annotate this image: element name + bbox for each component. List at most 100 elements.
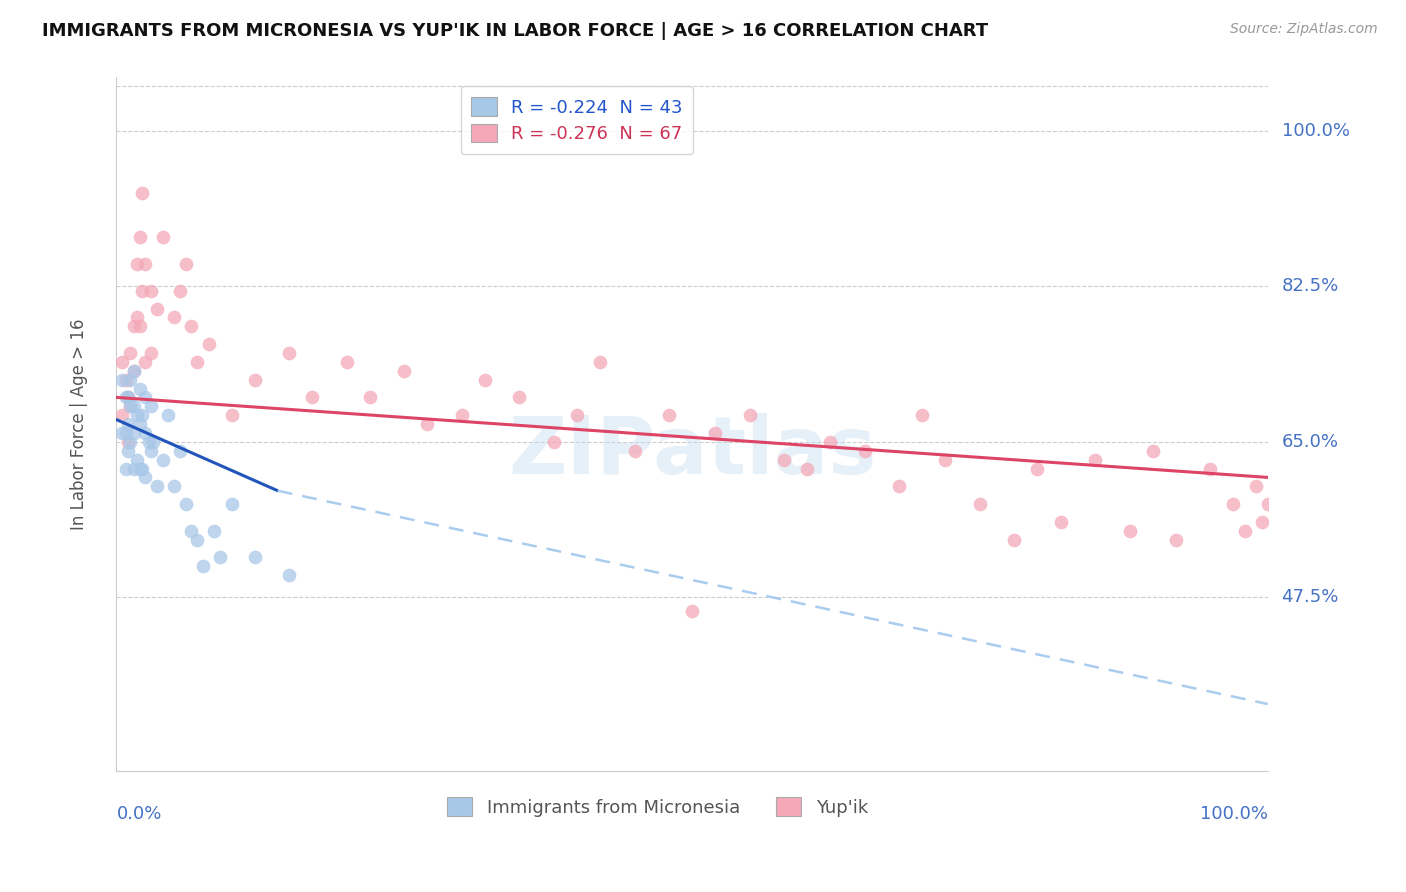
Text: IMMIGRANTS FROM MICRONESIA VS YUP'IK IN LABOR FORCE | AGE > 16 CORRELATION CHART: IMMIGRANTS FROM MICRONESIA VS YUP'IK IN … [42, 22, 988, 40]
Point [174, 497, 197, 511]
Text: 0.0%: 0.0% [117, 805, 162, 823]
Point [508, 391, 530, 405]
Point [134, 391, 156, 405]
Point [1257, 497, 1279, 511]
Point [169, 284, 191, 298]
Point [543, 434, 565, 449]
Point [127, 310, 149, 325]
Point [416, 417, 439, 431]
Point [738, 408, 761, 422]
Point [278, 568, 301, 582]
Point [111, 355, 134, 369]
Point [1244, 479, 1267, 493]
Point [117, 443, 139, 458]
Point [163, 310, 186, 325]
Point [1049, 515, 1071, 529]
Point [180, 319, 202, 334]
Text: 100.0%: 100.0% [1199, 805, 1268, 823]
Point [111, 373, 134, 387]
Point [139, 346, 162, 360]
Point [359, 391, 381, 405]
Point [114, 391, 136, 405]
Point [623, 443, 645, 458]
Point [134, 355, 156, 369]
Point [704, 425, 727, 440]
Point [134, 470, 156, 484]
Text: ZIPatlas: ZIPatlas [508, 413, 876, 491]
Text: 47.5%: 47.5% [1281, 589, 1339, 607]
Text: 65.0%: 65.0% [1281, 433, 1339, 450]
Point [773, 452, 796, 467]
Point [278, 346, 301, 360]
Point [1004, 533, 1026, 547]
Point [134, 257, 156, 271]
Point [146, 479, 169, 493]
Point [1222, 497, 1244, 511]
Point [128, 417, 150, 431]
Point [474, 373, 496, 387]
Point [221, 497, 243, 511]
Point [117, 417, 139, 431]
Point [1084, 452, 1107, 467]
Point [186, 355, 208, 369]
Point [128, 382, 150, 396]
Point [1164, 533, 1187, 547]
Point [197, 337, 219, 351]
Text: In Labor Force | Age > 16: In Labor Force | Age > 16 [70, 318, 87, 530]
Point [114, 461, 136, 475]
Point [122, 364, 145, 378]
Point [186, 533, 208, 547]
Point [120, 346, 142, 360]
Point [209, 550, 232, 565]
Point [163, 479, 186, 493]
Point [681, 604, 703, 618]
Point [853, 443, 876, 458]
Point [139, 284, 162, 298]
Point [180, 524, 202, 538]
Point [117, 434, 139, 449]
Point [820, 434, 842, 449]
Point [128, 319, 150, 334]
Point [1233, 524, 1256, 538]
Point [202, 524, 225, 538]
Point [131, 186, 153, 200]
Point [796, 461, 818, 475]
Point [122, 399, 145, 413]
Point [221, 408, 243, 422]
Point [117, 391, 139, 405]
Point [243, 550, 266, 565]
Point [111, 408, 134, 422]
Point [131, 284, 153, 298]
Point [122, 461, 145, 475]
Point [394, 364, 416, 378]
Point [565, 408, 588, 422]
Point [139, 399, 162, 413]
Point [128, 461, 150, 475]
Point [658, 408, 681, 422]
Point [128, 230, 150, 244]
Point [122, 319, 145, 334]
Point [336, 355, 359, 369]
Point [111, 425, 134, 440]
Point [169, 443, 191, 458]
Point [117, 391, 139, 405]
Point [1142, 443, 1164, 458]
Point [889, 479, 911, 493]
Point [152, 452, 174, 467]
Point [1251, 515, 1274, 529]
Point [1199, 461, 1222, 475]
Point [122, 364, 145, 378]
Point [114, 373, 136, 387]
Point [191, 559, 214, 574]
Text: 82.5%: 82.5% [1281, 277, 1339, 295]
Point [139, 443, 162, 458]
Point [120, 399, 142, 413]
Point [152, 230, 174, 244]
Text: 100.0%: 100.0% [1281, 122, 1350, 140]
Point [911, 408, 934, 422]
Text: Source: ZipAtlas.com: Source: ZipAtlas.com [1230, 22, 1378, 37]
Point [131, 461, 153, 475]
Point [157, 408, 180, 422]
Point [138, 434, 160, 449]
Point [120, 373, 142, 387]
